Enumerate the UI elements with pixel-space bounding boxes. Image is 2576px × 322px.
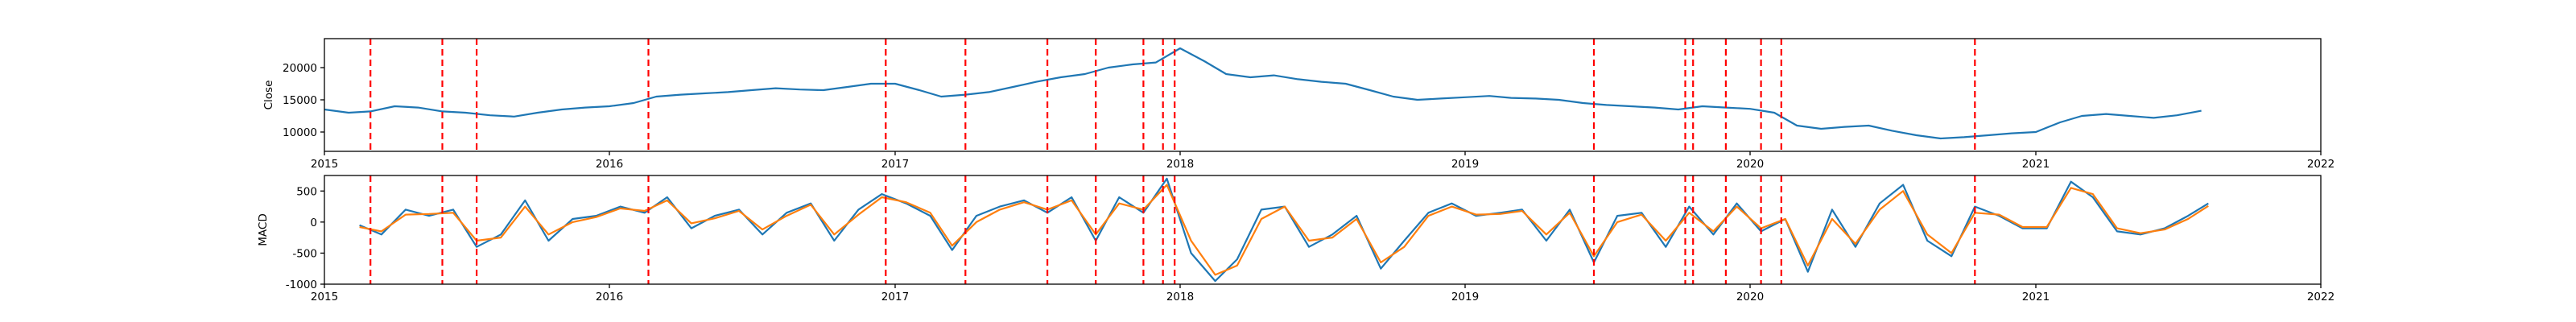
x-tick-label: 2020	[1736, 291, 1764, 303]
y-tick-label: 15000	[283, 94, 317, 107]
close-line	[324, 47, 2202, 140]
plot-area	[324, 39, 2202, 151]
x-tick-label: 2021	[2022, 158, 2050, 171]
x-tick-label: 2015	[311, 158, 338, 171]
axes-frame	[324, 175, 2322, 285]
y-tick-label: 20000	[283, 62, 317, 75]
x-tick-label: 2019	[1451, 291, 1479, 303]
macd-line	[359, 177, 2209, 283]
x-tick-label: 2019	[1451, 158, 1479, 171]
close-price-panel: 2015 2016 2017 2018 2019 2020 2021 2022 10000 150…	[262, 38, 2334, 171]
macd-panel: 2015 2016 2017 2018 2019 2020 2021 2022 -1000 -50…	[257, 175, 2334, 303]
y-tick-label: -1000	[286, 279, 317, 291]
x-tick-label: 2022	[2307, 158, 2334, 171]
x-tick-label: 2016	[596, 291, 623, 303]
y-axis-label: MACD	[257, 213, 270, 246]
x-tick-label: 2017	[881, 158, 909, 171]
x-tick-label: 2017	[881, 291, 909, 303]
plot-area	[359, 175, 2209, 284]
y-tick-label: 0	[310, 217, 317, 229]
y-axis-label: Close	[262, 80, 275, 110]
y-tick-label: 10000	[283, 126, 317, 139]
x-tick-label: 2020	[1736, 158, 1764, 171]
axes-frame	[324, 38, 2322, 152]
x-tick-label: 2018	[1166, 158, 1194, 171]
y-tick-label: 500	[296, 185, 317, 198]
y-tick-label: -500	[292, 247, 317, 260]
x-tick-label: 2018	[1166, 291, 1194, 303]
x-tick-label: 2016	[596, 158, 623, 171]
signal-line	[359, 184, 2209, 276]
x-tick-label: 2015	[311, 291, 338, 303]
x-tick-label: 2021	[2022, 291, 2050, 303]
x-tick-label: 2022	[2307, 291, 2334, 303]
